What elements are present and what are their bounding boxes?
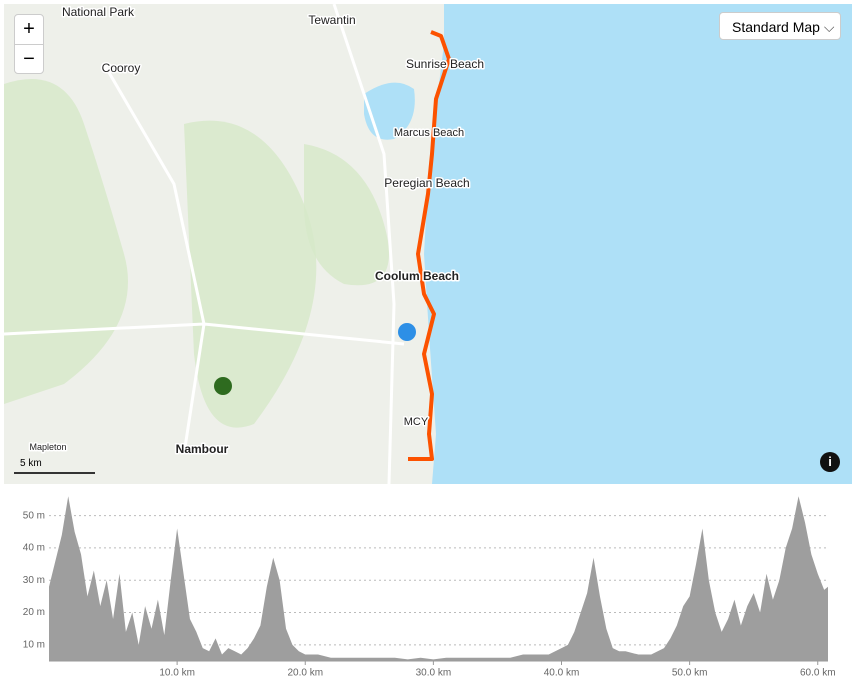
forest [4,79,128,404]
y-tick-label: 20 m [23,607,45,618]
map[interactable]: National Park Tewantin Cooroy Sunrise Be… [4,4,852,484]
info-icon: i [828,454,832,469]
road [4,4,405,484]
map-style-label: Standard Map [732,19,820,35]
lake [364,82,415,140]
info-button[interactable] [820,452,840,472]
y-tick-label: 30 m [23,575,45,586]
place-label: Sunrise Beach [406,57,484,71]
place-label: Marcus Beach [394,127,464,139]
forest [184,120,317,428]
scale-bar [14,472,95,474]
photo-marker[interactable] [398,323,416,341]
y-tick-label: 40 m [23,543,45,554]
forest [304,144,389,286]
x-tick-label: 40.0 km [544,668,580,679]
x-tick-label: 50.0 km [672,668,708,679]
place-label: Cooroy [102,61,141,75]
place-label: Peregian Beach [384,176,469,190]
route [408,30,451,461]
place-label: National Park [62,5,135,19]
x-tick-label: 60.0 km [800,668,836,679]
zoom-out[interactable]: − [23,48,35,70]
x-tick-label: 20.0 km [287,668,323,679]
place-label: Mapleton [29,442,66,452]
x-tick-label: 30.0 km [416,668,452,679]
airport-label: MCY [404,416,429,428]
y-tick-label: 50 m [23,510,45,521]
zoom-in[interactable]: + [15,15,43,45]
y-tick-label: 10 m [23,639,45,650]
place-label: Coolum Beach [375,269,459,283]
zoom-control: + − [14,14,44,74]
x-tick-label: 10.0 km [159,668,195,679]
elevation-chart: 10 m 20 m 30 m 40 m 50 m 10.0 km 20.0 km 30.0 k… [23,496,836,679]
park-marker[interactable] [214,377,232,395]
map-canvas: National Park Tewantin Cooroy Sunrise Be… [4,4,852,484]
place-label: Tewantin [308,13,355,27]
place-label: Nambour [176,442,229,456]
elevation-area [49,496,828,661]
ocean [424,4,852,484]
scale-label: 5 km [20,458,42,469]
map-style-select[interactable]: Standard Map ⌵ [719,12,841,40]
